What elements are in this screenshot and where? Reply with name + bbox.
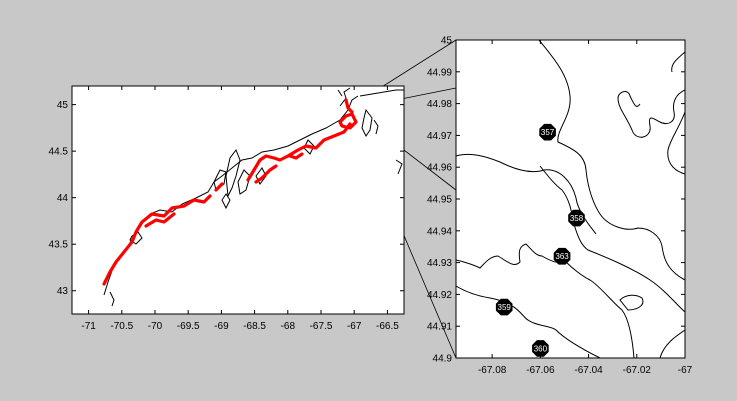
coastline-channel	[539, 165, 685, 313]
track-southwest	[102, 194, 212, 286]
coastline-upper-east-bank	[538, 40, 685, 281]
overview-x-tick-label: -67	[347, 321, 362, 332]
overview-y-tick-label: 43.5	[49, 240, 69, 251]
station-marker-icon	[532, 340, 549, 357]
track-northeast	[338, 112, 358, 130]
station-label: 357	[541, 128, 555, 137]
station-markers: 357 358 363 359 360	[495, 123, 585, 357]
overview-y-tick-label: 45	[57, 100, 69, 111]
zoom-x-tick-label: -67	[678, 365, 693, 376]
coastline-north-east	[617, 89, 685, 138]
zoom-x-tick-label: -67.06	[526, 365, 555, 376]
coastline-island-5	[361, 108, 373, 137]
coastline-east-shore	[667, 111, 685, 175]
station-label: 359	[498, 303, 512, 312]
coastline-south-bank	[456, 285, 601, 358]
track-midcoast-3	[288, 152, 304, 160]
overview-x-tick-label: -70.5	[110, 321, 133, 332]
zoom-map-axes	[455, 39, 686, 359]
coastline-bay-2	[225, 148, 241, 198]
track-midcoast-2	[254, 164, 278, 184]
station-marker-icon	[495, 298, 513, 316]
overview-y-tick-label: 44	[57, 193, 69, 204]
zoom-y-tick-label: 44.9	[433, 354, 453, 365]
coastline-north-east-2	[671, 51, 685, 73]
coastline-east	[395, 159, 403, 175]
overview-x-tick-label: -69.5	[177, 321, 200, 332]
zoom-y-tick-label: 44.99	[427, 67, 452, 78]
overview-y-axis: 43 43.5 44 44.5 45	[49, 100, 404, 297]
station-359[interactable]: 359	[495, 298, 513, 316]
track-southwest-2	[144, 212, 176, 228]
station-marker-icon	[553, 247, 571, 265]
coastline-islet	[619, 294, 644, 311]
zoom-y-tick-label: 44.98	[427, 99, 452, 110]
zoom-y-tick-label: 45	[441, 36, 453, 47]
overview-x-tick-label: -68.5	[243, 321, 266, 332]
overview-x-tick-label: -71	[81, 321, 96, 332]
zoom-x-tick-label: -67.04	[574, 365, 603, 376]
coastline-bay-3	[237, 169, 251, 195]
zoom-y-tick-label: 44.93	[427, 258, 452, 269]
overview-y-tick-label: 44.5	[49, 147, 69, 158]
overview-x-tick-label: -70	[148, 321, 163, 332]
zoom-x-tick-label: -67.08	[478, 365, 507, 376]
coastline-border	[359, 89, 404, 97]
overview-x-axis: -71 -70.5 -70 -69.5 -69 -68.5 -68 -67.5 -67 -66.5	[81, 86, 399, 332]
coastline-cape	[109, 291, 115, 307]
station-label: 360	[534, 344, 548, 353]
overview-x-tick-label: -69	[214, 321, 229, 332]
track-bay	[214, 182, 224, 192]
overview-x-tick-label: -66.5	[376, 321, 399, 332]
zoom-y-tick-label: 44.96	[427, 163, 452, 174]
station-label: 358	[570, 214, 584, 223]
track-northeast-2	[344, 98, 354, 114]
station-marker-icon	[568, 209, 585, 227]
zoom-x-tick-label: -67.02	[623, 365, 652, 376]
coastline-ne-1	[339, 87, 351, 107]
station-357[interactable]: 357	[539, 123, 556, 141]
zoom-y-tick-label: 44.92	[427, 290, 452, 301]
station-363[interactable]: 363	[553, 247, 571, 265]
overview-map: -71 -70.5 -70 -69.5 -69 -68.5 -68 -67.5 -67 -66.5…	[49, 85, 405, 332]
zoom-y-tick-label: 44.95	[427, 195, 452, 206]
zoom-y-tick-label: 44.91	[427, 322, 452, 333]
zoom-map: 357 358 363 359 360 -67.08 -67.06 -67.04 -67.02…	[427, 36, 693, 377]
overview-y-tick-label: 43	[57, 286, 69, 297]
zoom-y-axis: 44.9 44.91 44.92 44.93 44.94 44.95 44.96 44.97 4…	[427, 36, 685, 365]
station-358[interactable]: 358	[568, 209, 585, 227]
overview-x-tick-label: -68	[281, 321, 296, 332]
overview-x-tick-label: -67.5	[310, 321, 333, 332]
station-360[interactable]: 360	[532, 340, 549, 357]
coastline-south-east	[659, 329, 685, 358]
track-midcoast	[246, 122, 352, 182]
station-label: 363	[555, 252, 569, 261]
zoom-y-tick-label: 44.94	[427, 226, 452, 237]
station-marker-icon	[539, 123, 556, 141]
coastline-island-2	[221, 193, 231, 210]
coastline-lower-bank	[456, 243, 635, 358]
overview-track	[102, 98, 358, 286]
coastline-ne-2	[337, 89, 343, 97]
zoom-y-tick-label: 44.97	[427, 131, 452, 142]
zoom-x-axis: -67.08 -67.06 -67.04 -67.02 -67	[478, 40, 693, 376]
coastline-island-6	[373, 119, 379, 135]
